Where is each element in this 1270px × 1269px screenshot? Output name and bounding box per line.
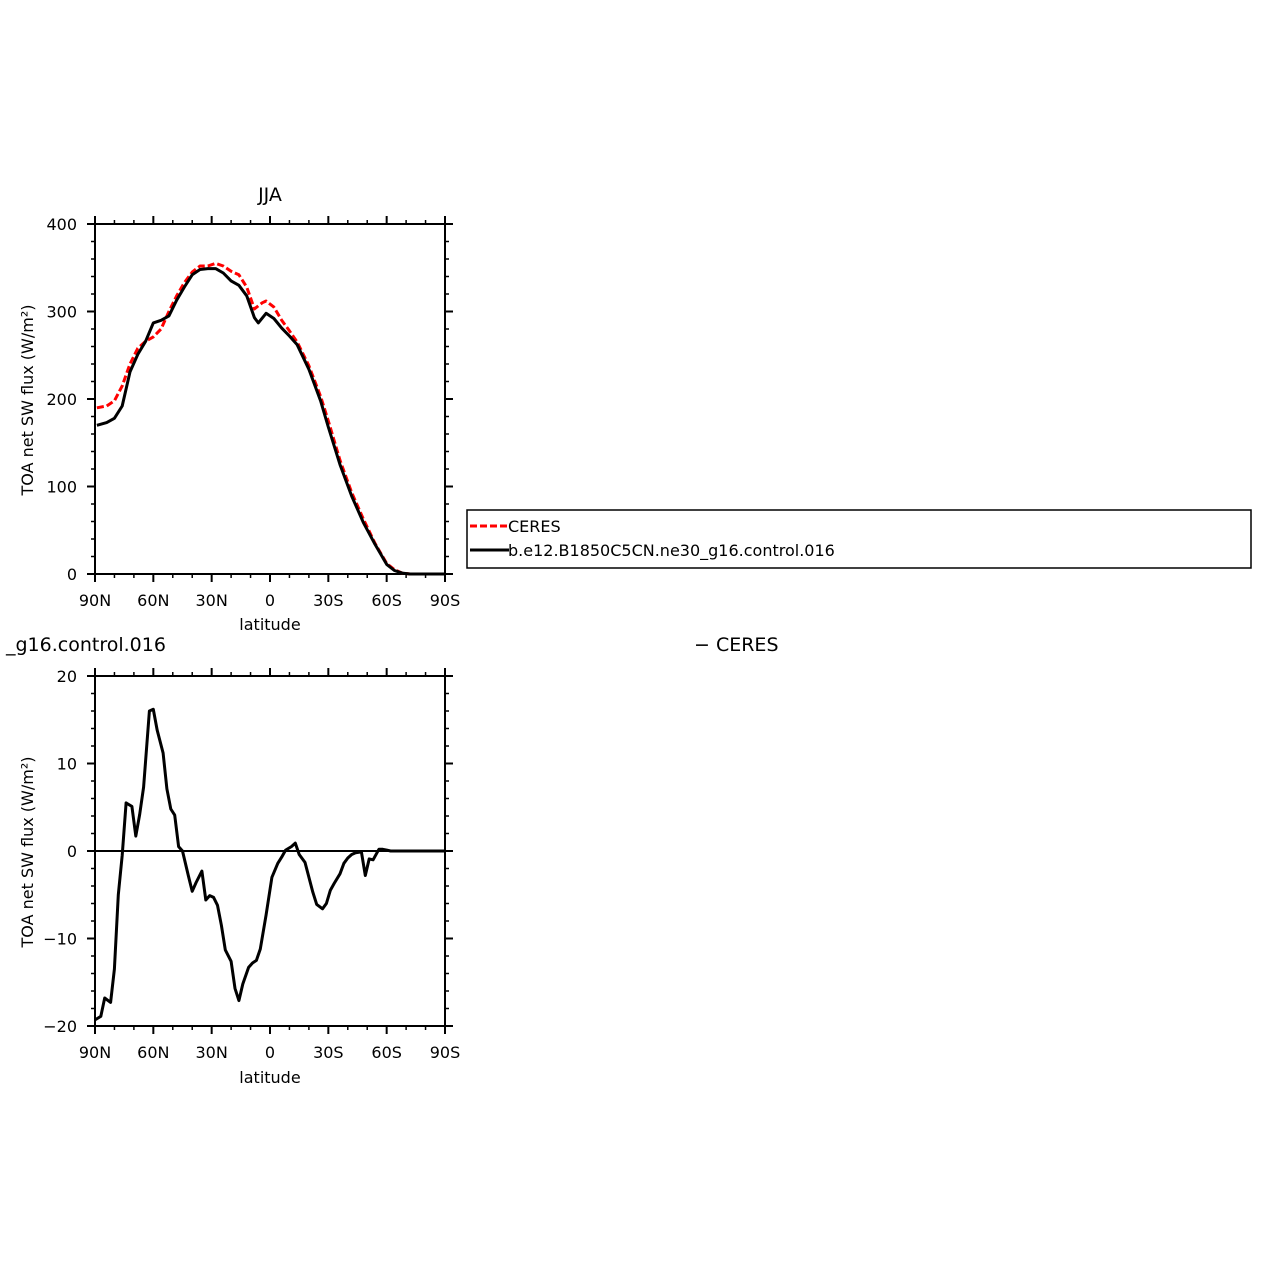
bottom-series-line-difference <box>94 707 445 1022</box>
bottom-y-tick-label: −10 <box>43 930 77 949</box>
top-x-tick-label: 0 <box>265 591 275 610</box>
bottom-x-tick-label: 60S <box>371 1043 402 1062</box>
bottom-y-tick-label: −20 <box>43 1017 77 1036</box>
top-x-tick-label: 30S <box>313 591 344 610</box>
bottom-y-tick-label: 0 <box>67 842 77 861</box>
top-panel: JJA 90N 60N 30N 0 30S 60S 90S 0 100 200 300 400 lat… <box>18 184 460 634</box>
bottom-axis-ticks: 90N 60N 30N 0 30S 60S 90S −20 −10 0 10 20 <box>43 667 460 1062</box>
bottom-series-group <box>94 707 445 1022</box>
top-series-group <box>96 261 445 576</box>
bottom-x-tick-label: 60N <box>137 1043 169 1062</box>
bottom-x-axis-label: latitude <box>239 1068 300 1087</box>
top-chart-title: JJA <box>257 184 282 206</box>
top-axis-ticks: 90N 60N 30N 0 30S 60S 90S 0 100 200 300 400 <box>46 215 460 610</box>
top-y-tick-label: 0 <box>67 565 77 584</box>
top-y-tick-label: 300 <box>46 303 77 322</box>
bottom-x-tick-label: 30N <box>196 1043 228 1062</box>
legend: CERES b.e12.B1850C5CN.ne30_g16.control.0… <box>466 509 1252 569</box>
bottom-y-tick-label: 20 <box>57 667 77 686</box>
top-y-tick-label: 200 <box>46 390 77 409</box>
top-x-tick-label: 90S <box>430 591 461 610</box>
top-y-axis-label: TOA net SW flux (W/m²) <box>18 305 37 497</box>
top-x-tick-label: 30N <box>196 591 228 610</box>
top-y-tick-label: 100 <box>46 478 77 497</box>
bottom-chart-title-right: − CERES <box>694 634 779 656</box>
top-series-line-b <box>96 267 445 576</box>
top-x-tick-label: 60S <box>371 591 402 610</box>
legend-label-ceres: CERES <box>508 517 561 536</box>
bottom-y-tick-label: 10 <box>57 755 77 774</box>
bottom-chart-title-left: _g16.control.016 <box>5 634 166 656</box>
top-x-tick-label: 90N <box>79 591 111 610</box>
top-y-tick-label: 400 <box>46 215 77 234</box>
bottom-x-tick-label: 30S <box>313 1043 344 1062</box>
legend-box <box>466 509 1252 569</box>
top-x-axis-label: latitude <box>239 615 300 634</box>
bottom-x-tick-label: 0 <box>265 1043 275 1062</box>
top-series-line-ceres <box>96 261 445 576</box>
bottom-y-axis-label: TOA net SW flux (W/m²) <box>18 757 37 949</box>
top-plot-frame <box>94 223 446 575</box>
bottom-x-tick-label: 90N <box>79 1043 111 1062</box>
bottom-x-tick-label: 90S <box>430 1043 461 1062</box>
bottom-panel: _g16.control.016 − CERES 90N 60N 30N 0 30S 60… <box>5 634 779 1087</box>
legend-label-model: b.e12.B1850C5CN.ne30_g16.control.016 <box>508 541 835 561</box>
top-x-tick-label: 60N <box>137 591 169 610</box>
